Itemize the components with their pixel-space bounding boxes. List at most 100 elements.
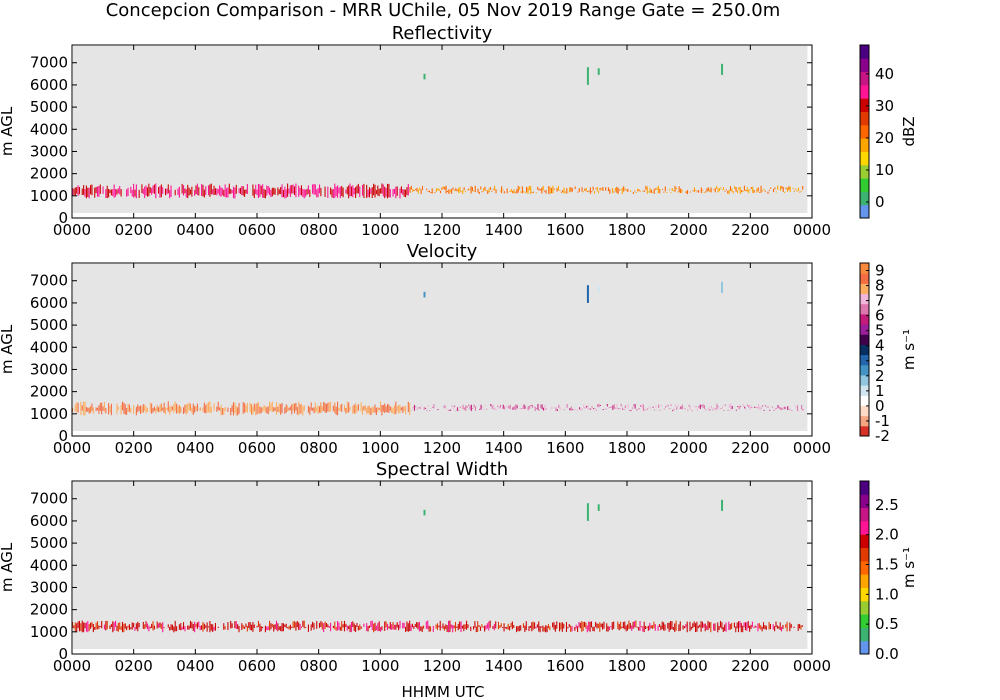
data-mark <box>375 625 377 631</box>
x-tick-label: 1800 <box>608 439 646 457</box>
data-mark <box>509 626 511 631</box>
y-tick-label: 3000 <box>30 142 68 160</box>
data-mark <box>497 621 500 630</box>
data-mark <box>682 625 684 630</box>
colorbar-segment <box>860 385 869 396</box>
data-mark <box>320 187 322 197</box>
data-mark <box>799 191 801 193</box>
data-mark <box>389 621 391 630</box>
data-mark <box>108 403 110 415</box>
data-mark <box>503 191 505 194</box>
data-mark <box>217 401 219 411</box>
data-mark <box>729 623 731 630</box>
data-mark <box>313 623 315 630</box>
data-mark <box>127 625 129 628</box>
data-mark <box>612 405 614 410</box>
data-mark <box>609 189 611 194</box>
data-mark <box>407 623 409 632</box>
data-mark <box>171 624 173 631</box>
x-tick-label: 1400 <box>485 657 523 675</box>
data-mark <box>396 622 398 628</box>
data-mark <box>592 626 594 632</box>
data-mark <box>167 401 169 412</box>
data-mark <box>216 406 218 412</box>
data-mark <box>743 622 745 628</box>
data-mark <box>323 623 325 633</box>
data-mark <box>439 620 441 631</box>
y-tick-label: 7000 <box>30 54 68 72</box>
data-mark <box>792 187 794 189</box>
data-mark <box>635 409 638 411</box>
data-mark <box>289 624 291 630</box>
data-mark <box>689 621 691 632</box>
data-mark <box>485 190 487 192</box>
data-mark <box>735 409 737 411</box>
data-mark <box>113 184 115 198</box>
data-mark <box>492 626 494 629</box>
data-mark <box>753 627 755 629</box>
data-mark <box>480 404 482 410</box>
data-mark <box>730 403 732 411</box>
data-mark <box>160 623 162 630</box>
data-mark <box>728 403 730 408</box>
data-mark <box>388 404 390 413</box>
data-mark <box>119 622 121 630</box>
data-mark <box>648 191 650 193</box>
data-mark <box>516 626 518 633</box>
data-mark <box>546 626 548 633</box>
data-mark <box>481 406 484 408</box>
data-mark <box>305 626 307 628</box>
data-mark <box>775 191 777 193</box>
data-mark <box>802 408 804 411</box>
data-mark <box>94 627 96 630</box>
data-mark <box>169 627 171 631</box>
data-mark <box>528 626 530 632</box>
data-mark <box>374 404 376 413</box>
data-mark <box>298 185 300 197</box>
data-mark <box>574 186 576 190</box>
data-mark <box>455 188 457 191</box>
data-mark <box>622 621 624 629</box>
data-mark <box>213 626 215 631</box>
data-mark <box>313 183 315 195</box>
colorbar-tick-label: 9 <box>875 262 885 280</box>
data-mark <box>671 621 673 629</box>
data-mark <box>152 185 154 194</box>
colorbar-segment <box>860 415 869 427</box>
data-mark <box>620 403 622 407</box>
data-mark <box>234 187 236 199</box>
data-mark <box>178 405 180 414</box>
figure-xlabel: HHMM UTC <box>402 683 485 700</box>
data-mark <box>280 404 282 415</box>
data-mark <box>484 404 486 406</box>
y-tick-label: 0 <box>58 427 68 445</box>
data-mark <box>159 622 161 628</box>
data-mark <box>683 626 685 629</box>
data-mark <box>285 623 287 628</box>
data-mark <box>378 188 380 197</box>
data-mark <box>345 407 347 414</box>
data-mark <box>332 189 334 199</box>
data-mark <box>339 626 341 631</box>
data-mark <box>784 191 786 193</box>
data-mark <box>551 407 553 409</box>
x-tick-label: 0600 <box>238 657 276 675</box>
data-mark <box>76 402 78 413</box>
data-mark <box>772 624 774 630</box>
data-mark <box>509 190 511 192</box>
data-mark <box>167 184 169 194</box>
data-mark <box>710 621 712 633</box>
data-mark <box>450 409 452 411</box>
data-mark <box>533 406 535 408</box>
colorbar-segment <box>860 293 869 305</box>
data-mark <box>294 186 296 195</box>
data-mark <box>568 624 570 628</box>
data-mark <box>413 404 416 411</box>
data-mark <box>586 625 588 633</box>
data-mark <box>541 187 543 194</box>
data-mark <box>106 620 108 630</box>
upper-echo-3 <box>721 281 724 293</box>
colorbar-label: dBZ <box>900 116 918 146</box>
data-mark <box>589 187 591 194</box>
data-mark <box>751 406 753 408</box>
